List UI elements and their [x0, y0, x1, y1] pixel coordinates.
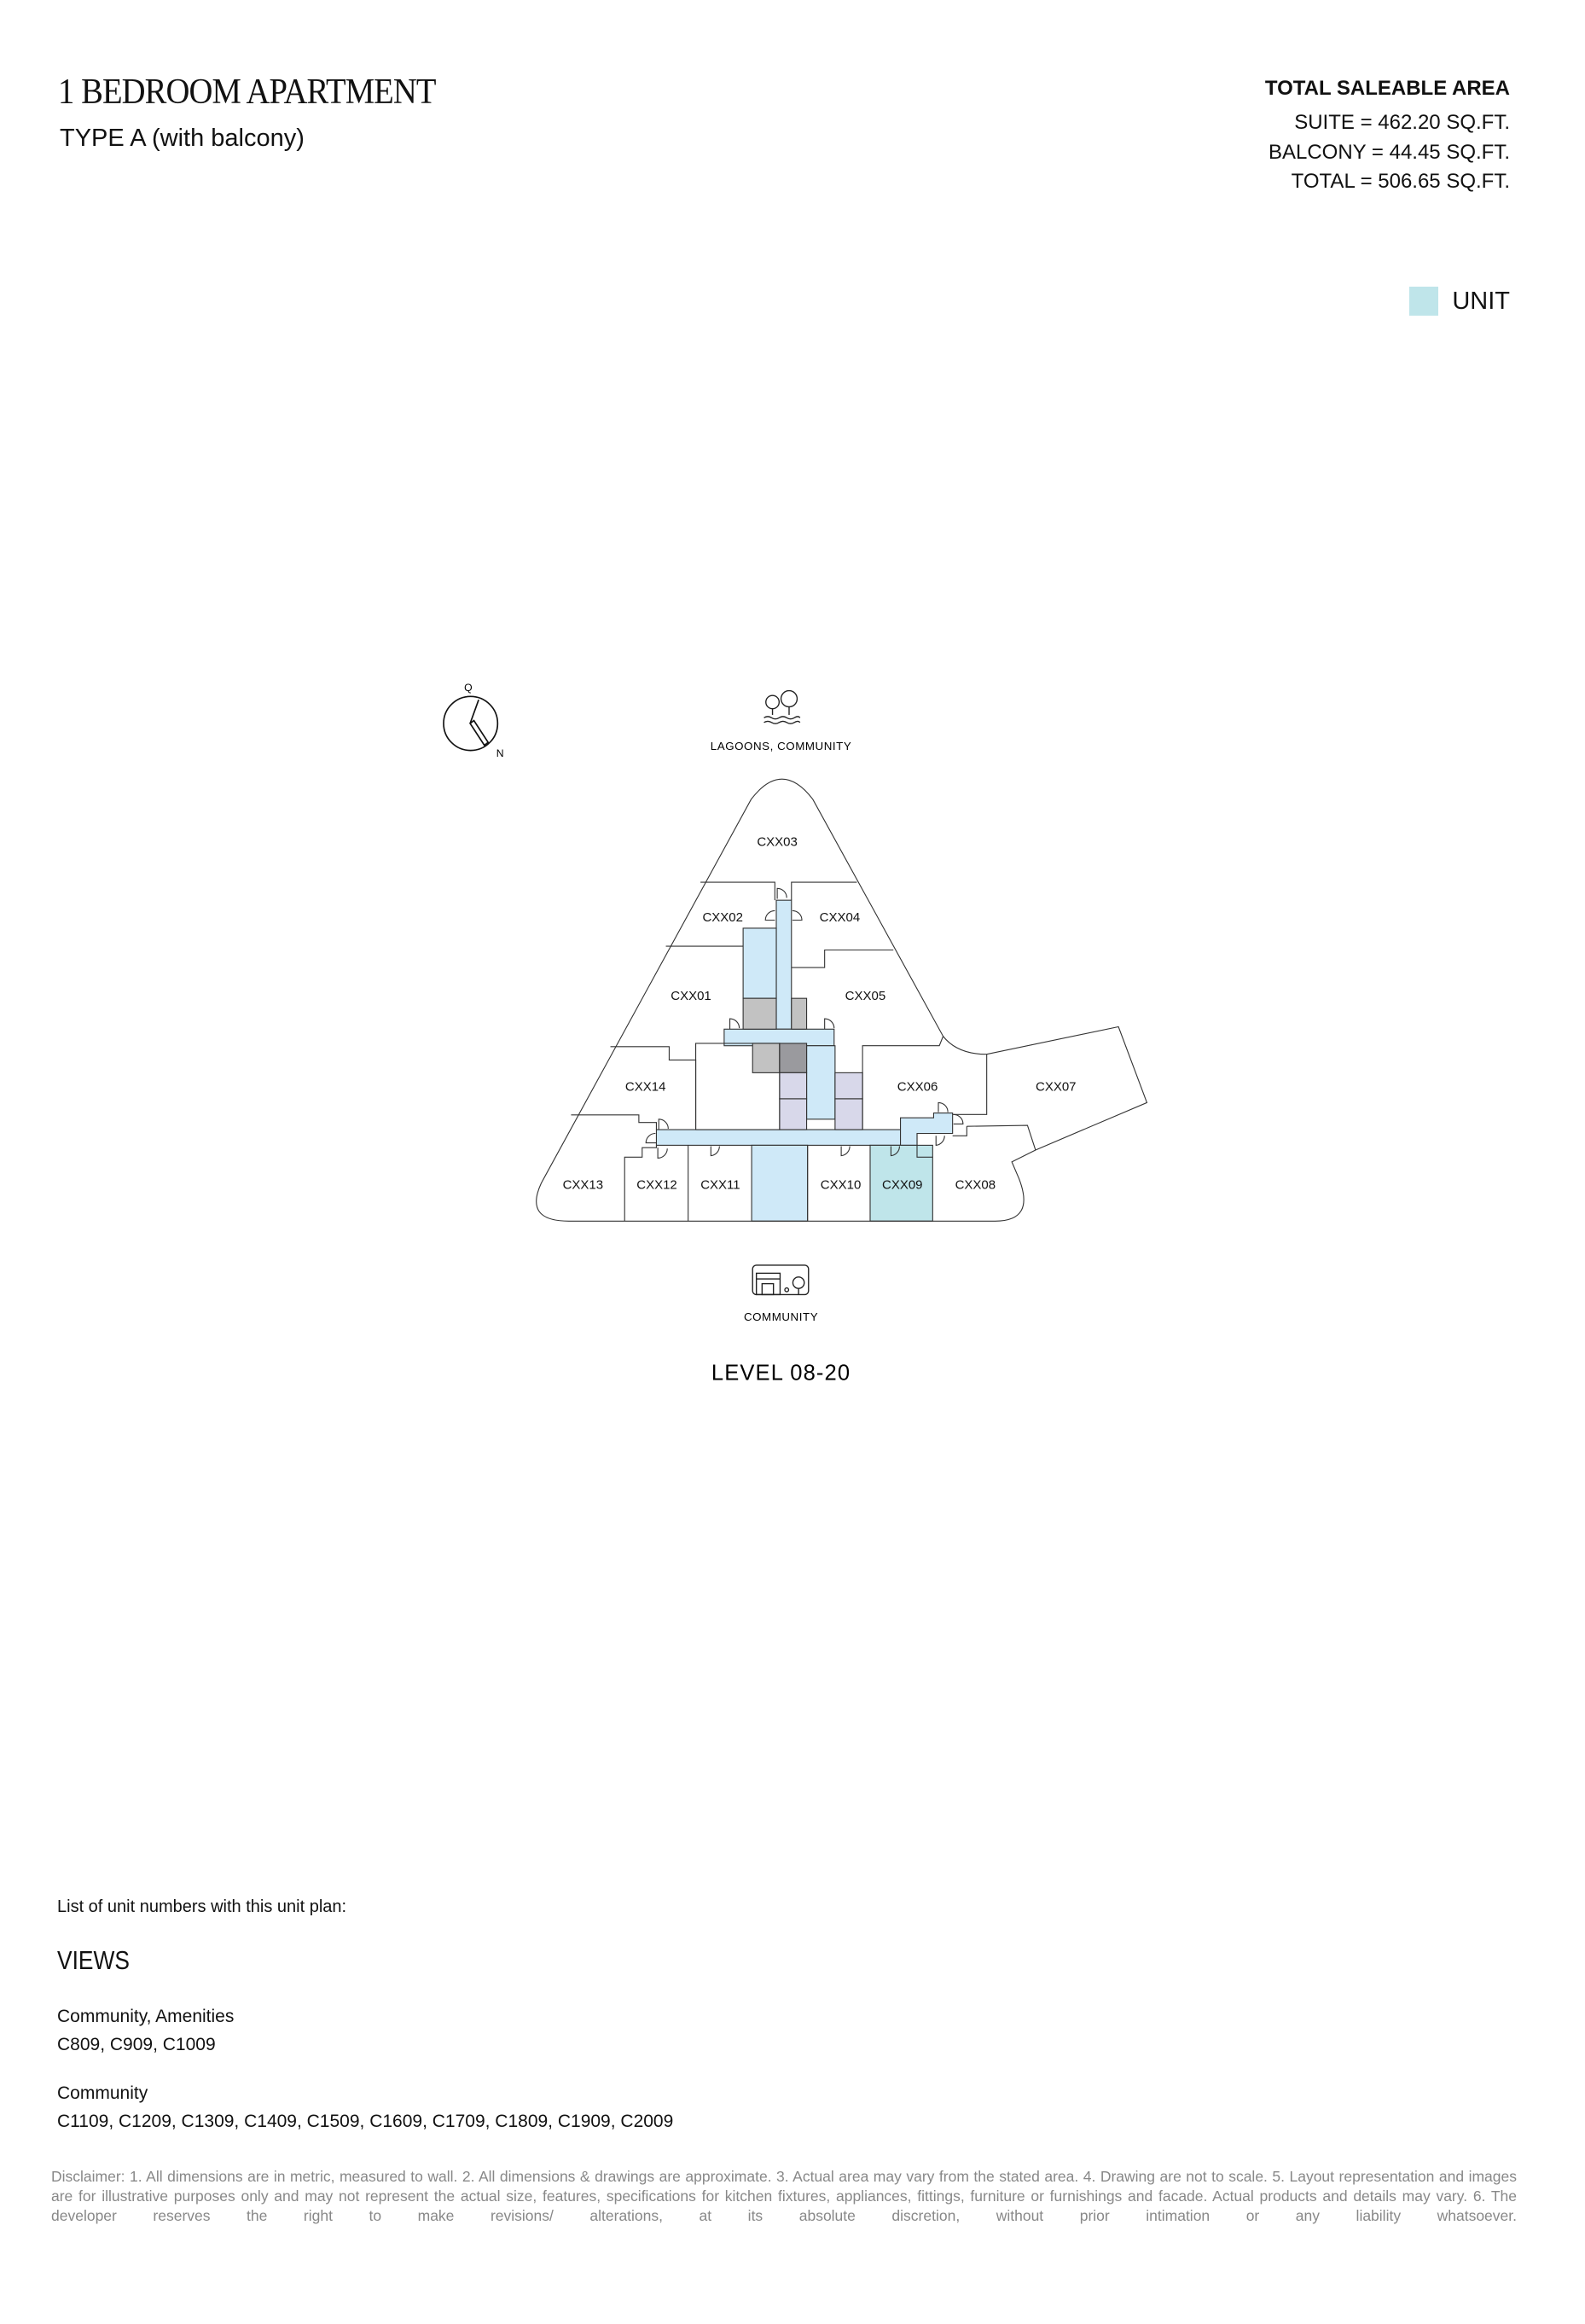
balcony-area: BALCONY = 44.45 SQ.FT.: [1268, 141, 1510, 164]
building-tree-icon: [752, 1264, 810, 1296]
unit-label: CXX05: [845, 989, 886, 1003]
disclaimer: Disclaimer: 1. All dimensions are in met…: [51, 2168, 1517, 2224]
unit-label: CXX04: [820, 910, 861, 925]
unit-label-highlighted: CXX09: [882, 1178, 923, 1193]
views-heading: VIEWS: [57, 1945, 130, 1975]
unit-label: CXX10: [821, 1178, 862, 1193]
area-heading: TOTAL SALEABLE AREA: [1264, 77, 1510, 100]
view-name: Community: [57, 2083, 148, 2103]
compass-q: Q: [464, 682, 473, 694]
compass-n: N: [496, 747, 504, 759]
level-label: LEVEL 08-20: [711, 1361, 851, 1385]
view-units: C1109, C1209, C1309, C1409, C1509, C1609…: [57, 2112, 674, 2131]
unit-swatch: [1409, 287, 1439, 316]
floor-plan: Q N LAGOONS, COMMUNITY: [443, 682, 1148, 1385]
total-area: TOTAL = 506.65 SQ.FT.: [1291, 170, 1510, 193]
unit-label: CXX03: [757, 834, 798, 849]
trees-water-icon: [763, 689, 801, 724]
suite-area: SUITE = 462.20 SQ.FT.: [1294, 111, 1510, 134]
floor-outline: [536, 778, 1148, 1222]
corridor: [655, 899, 954, 1222]
units-list-heading: List of unit numbers with this unit plan…: [57, 1897, 347, 1916]
unit-label: CXX02: [702, 910, 743, 925]
unit-label: CXX14: [625, 1080, 666, 1095]
compass-icon: [443, 695, 499, 752]
legend-label: UNIT: [1452, 287, 1510, 315]
bottom-view-label: COMMUNITY: [744, 1310, 818, 1323]
page-title: 1 BEDROOM APARTMENT: [58, 73, 436, 112]
unit-label: CXX13: [563, 1178, 604, 1193]
unit-type: TYPE A (with balcony): [60, 125, 305, 152]
legend: UNIT: [1409, 287, 1510, 316]
top-view-label: LAGOONS, COMMUNITY: [711, 740, 852, 752]
unit-label: CXX01: [671, 989, 711, 1003]
unit-label: CXX11: [700, 1178, 740, 1193]
unit-label: CXX06: [897, 1080, 938, 1095]
unit-label: CXX07: [1036, 1080, 1077, 1095]
view-units: C809, C909, C1009: [57, 2035, 216, 2054]
unit-label: CXX12: [636, 1178, 677, 1193]
unit-cxx09-highlight: [869, 1144, 933, 1222]
view-name: Community, Amenities: [57, 2007, 235, 2026]
unit-label: CXX08: [955, 1178, 996, 1193]
